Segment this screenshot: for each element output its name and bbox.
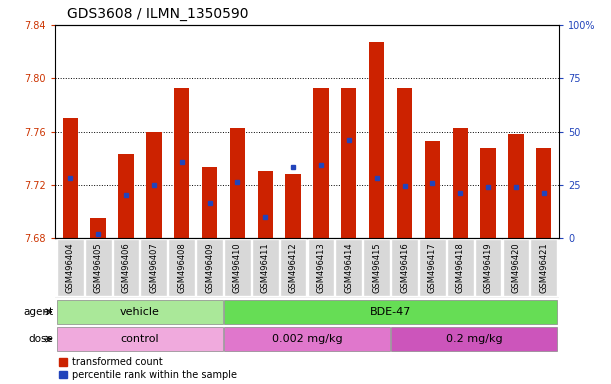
Text: GSM496406: GSM496406 — [122, 242, 131, 293]
Text: control: control — [120, 334, 159, 344]
Bar — [453, 127, 468, 238]
FancyBboxPatch shape — [335, 239, 362, 296]
FancyBboxPatch shape — [169, 239, 195, 296]
FancyBboxPatch shape — [57, 300, 223, 324]
Bar — [146, 131, 161, 238]
FancyBboxPatch shape — [112, 239, 139, 296]
Text: GSM496420: GSM496420 — [511, 243, 521, 293]
Bar — [63, 118, 78, 238]
Bar — [258, 172, 273, 238]
FancyBboxPatch shape — [391, 239, 418, 296]
Bar — [369, 42, 384, 238]
FancyBboxPatch shape — [502, 239, 529, 296]
Text: GSM496410: GSM496410 — [233, 243, 242, 293]
Text: dose: dose — [28, 334, 53, 344]
FancyBboxPatch shape — [141, 239, 167, 296]
FancyBboxPatch shape — [196, 239, 223, 296]
Text: GSM496408: GSM496408 — [177, 242, 186, 293]
Text: 0.002 mg/kg: 0.002 mg/kg — [272, 334, 342, 344]
FancyBboxPatch shape — [280, 239, 307, 296]
Text: GSM496414: GSM496414 — [345, 243, 353, 293]
FancyBboxPatch shape — [224, 327, 390, 351]
Bar — [174, 88, 189, 238]
FancyBboxPatch shape — [447, 239, 474, 296]
FancyBboxPatch shape — [224, 300, 557, 324]
Text: agent: agent — [23, 307, 53, 317]
FancyBboxPatch shape — [530, 239, 557, 296]
FancyBboxPatch shape — [57, 327, 223, 351]
Text: GSM496416: GSM496416 — [400, 242, 409, 293]
Text: GSM496407: GSM496407 — [149, 242, 158, 293]
Text: GSM496409: GSM496409 — [205, 243, 214, 293]
FancyBboxPatch shape — [224, 239, 251, 296]
Bar — [119, 154, 134, 238]
FancyBboxPatch shape — [307, 239, 334, 296]
Bar — [285, 174, 301, 238]
Text: GSM496419: GSM496419 — [483, 243, 492, 293]
Text: 0.2 mg/kg: 0.2 mg/kg — [446, 334, 502, 344]
Text: GSM496413: GSM496413 — [316, 242, 326, 293]
Text: vehicle: vehicle — [120, 307, 160, 317]
FancyBboxPatch shape — [252, 239, 279, 296]
Text: GSM496418: GSM496418 — [456, 242, 465, 293]
Text: GSM496415: GSM496415 — [372, 243, 381, 293]
Bar — [536, 147, 551, 238]
Bar — [425, 141, 440, 238]
Text: GSM496412: GSM496412 — [288, 243, 298, 293]
FancyBboxPatch shape — [419, 239, 445, 296]
FancyBboxPatch shape — [57, 239, 84, 296]
Text: GSM496417: GSM496417 — [428, 242, 437, 293]
Bar — [90, 218, 106, 238]
Text: GSM496405: GSM496405 — [93, 243, 103, 293]
Text: BDE-47: BDE-47 — [370, 307, 411, 317]
FancyBboxPatch shape — [391, 327, 557, 351]
Text: GSM496411: GSM496411 — [261, 243, 269, 293]
Legend: transformed count, percentile rank within the sample: transformed count, percentile rank withi… — [55, 353, 240, 384]
Bar — [313, 88, 329, 238]
Bar — [341, 88, 356, 238]
Text: GDS3608 / ILMN_1350590: GDS3608 / ILMN_1350590 — [67, 7, 249, 21]
Bar — [230, 127, 245, 238]
FancyBboxPatch shape — [85, 239, 112, 296]
FancyBboxPatch shape — [364, 239, 390, 296]
Text: GSM496404: GSM496404 — [66, 243, 75, 293]
Bar — [508, 134, 524, 238]
Bar — [397, 88, 412, 238]
FancyBboxPatch shape — [475, 239, 502, 296]
Text: GSM496421: GSM496421 — [540, 243, 548, 293]
Bar — [202, 167, 218, 238]
Bar — [480, 147, 496, 238]
